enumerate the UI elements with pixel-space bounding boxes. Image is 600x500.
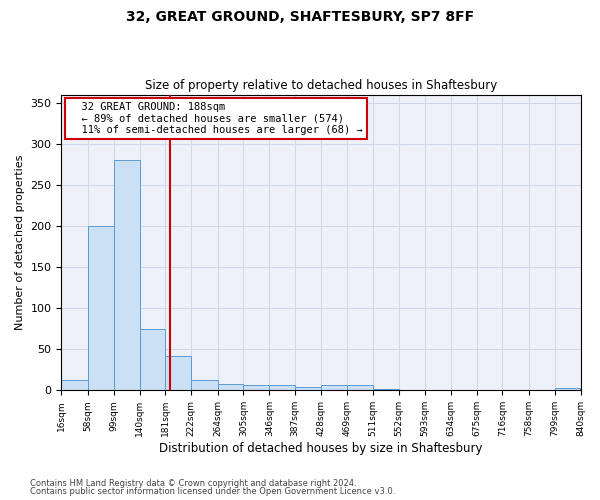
Bar: [347, 386, 373, 390]
Text: Contains HM Land Registry data © Crown copyright and database right 2024.: Contains HM Land Registry data © Crown c…: [30, 478, 356, 488]
Bar: [269, 386, 295, 390]
Title: Size of property relative to detached houses in Shaftesbury: Size of property relative to detached ho…: [145, 79, 497, 92]
Text: 32, GREAT GROUND, SHAFTESBURY, SP7 8FF: 32, GREAT GROUND, SHAFTESBURY, SP7 8FF: [126, 10, 474, 24]
Y-axis label: Number of detached properties: Number of detached properties: [15, 155, 25, 330]
Bar: [140, 328, 166, 390]
Bar: [321, 386, 347, 390]
Bar: [88, 226, 113, 390]
Bar: [554, 388, 580, 390]
Bar: [191, 380, 218, 390]
Bar: [373, 388, 399, 390]
X-axis label: Distribution of detached houses by size in Shaftesbury: Distribution of detached houses by size …: [159, 442, 483, 455]
Bar: [61, 380, 88, 390]
Text: 32 GREAT GROUND: 188sqm
  ← 89% of detached houses are smaller (574)
  11% of se: 32 GREAT GROUND: 188sqm ← 89% of detache…: [69, 102, 363, 135]
Text: Contains public sector information licensed under the Open Government Licence v3: Contains public sector information licen…: [30, 487, 395, 496]
Bar: [295, 387, 321, 390]
Bar: [244, 386, 269, 390]
Bar: [113, 160, 140, 390]
Bar: [166, 356, 191, 390]
Bar: [218, 384, 244, 390]
